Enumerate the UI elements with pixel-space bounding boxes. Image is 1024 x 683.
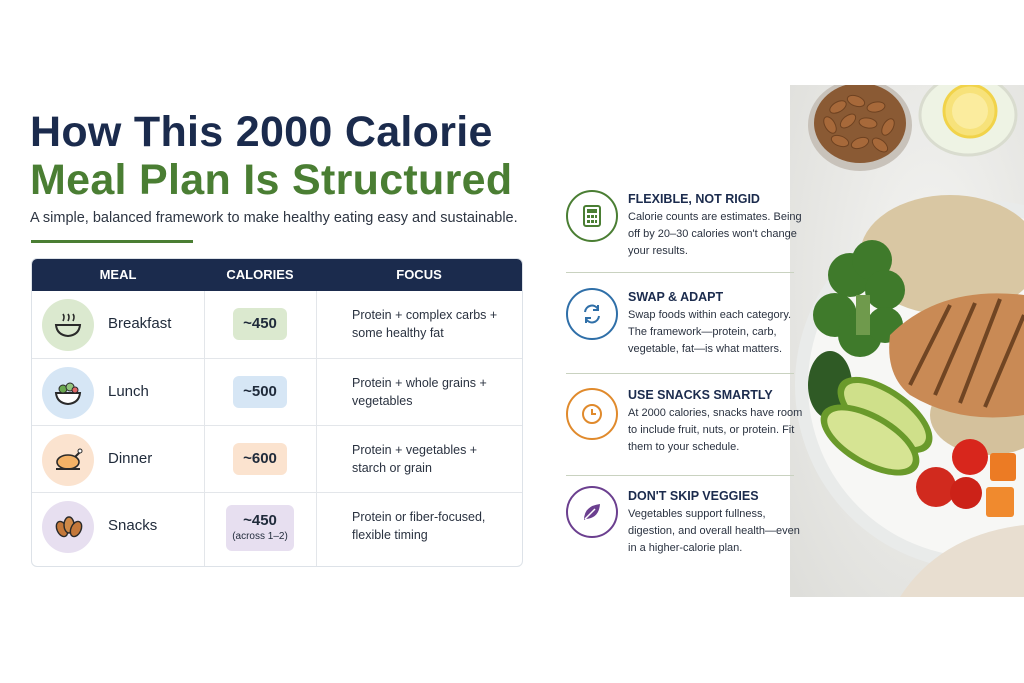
table-row: Dinner ~600 Protein + vegetables + starc…	[32, 425, 522, 493]
table-row: Breakfast ~450 Protein + complex carbs +…	[32, 291, 522, 358]
column-divider	[204, 291, 205, 566]
page-title-line2: Meal Plan Is Structured	[30, 156, 513, 204]
salad-bowl-icon	[42, 367, 94, 419]
table-row: Snacks ~450 (across 1–2) Protein or fibe…	[32, 492, 522, 560]
meal-table: MEAL CALORIES FOCUS Breakfast ~450 Prote…	[31, 258, 523, 567]
meal-name: Breakfast	[108, 315, 172, 332]
calculator-icon	[566, 190, 618, 242]
tip-text: Swap foods within each category. The fra…	[628, 309, 792, 355]
column-divider	[316, 291, 317, 566]
page-subtitle: A simple, balanced framework to make hea…	[30, 210, 518, 226]
meal-focus: Protein + complex carbs + some healthy f…	[352, 308, 498, 340]
tip-title: SWAP & ADAPT	[628, 290, 724, 304]
tip-title: DON'T SKIP VEGGIES	[628, 489, 759, 503]
meal-focus: Protein or fiber-focused, flexible timin…	[352, 510, 486, 542]
table-header: MEAL CALORIES FOCUS	[32, 259, 522, 291]
calorie-badge: ~450	[233, 308, 287, 340]
swap-arrows-icon	[566, 288, 618, 340]
infographic-card	[0, 85, 1024, 597]
tip-text: Vegetables support fullness, digestion, …	[628, 508, 800, 554]
meal-name: Snacks	[108, 517, 158, 534]
almonds-icon	[42, 501, 94, 553]
calorie-badge: ~500	[233, 376, 287, 408]
calorie-badge: ~450 (across 1–2)	[226, 505, 294, 551]
tip-divider	[566, 475, 794, 476]
tip-title: USE SNACKS SMARTLY	[628, 388, 773, 402]
meal-name: Lunch	[108, 383, 149, 400]
clock-icon	[566, 388, 618, 440]
page-title-line1: How This 2000 Calorie	[30, 108, 493, 156]
column-header-meal: MEAL	[99, 267, 137, 282]
calorie-badge: ~600	[233, 443, 287, 475]
roast-chicken-icon	[42, 434, 94, 486]
meal-focus: Protein + whole grains + vegetables	[352, 376, 487, 408]
column-header-focus: FOCUS	[396, 267, 442, 282]
column-header-calories: CALORIES	[226, 267, 294, 282]
meal-name: Dinner	[108, 450, 153, 467]
calorie-note: (across 1–2)	[232, 531, 288, 542]
meal-focus: Protein + vegetables + starch or grain	[352, 443, 478, 475]
leaf-icon	[566, 486, 618, 538]
tip-text: At 2000 calories, snacks have room to in…	[628, 407, 803, 453]
calorie-value: ~450	[243, 512, 277, 529]
food-photo	[790, 85, 1024, 597]
table-row: Lunch ~500 Protein + whole grains + vege…	[32, 358, 522, 426]
tip-title: FLEXIBLE, NOT RIGID	[628, 192, 760, 206]
tip-text: Calorie counts are estimates. Being off …	[628, 211, 802, 257]
tip-divider	[566, 373, 794, 374]
title-underline	[31, 240, 193, 243]
tip-divider	[566, 272, 794, 273]
bowl-icon	[42, 299, 94, 351]
